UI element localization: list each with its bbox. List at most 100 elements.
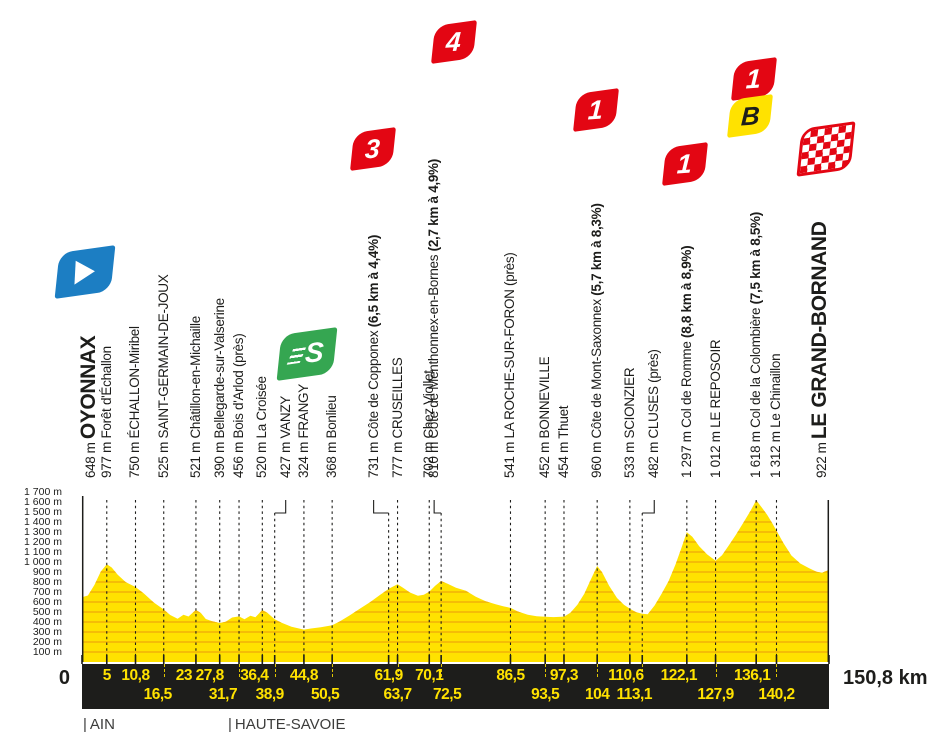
waypoint-elevation: 977 m: [98, 438, 114, 478]
waypoint-elevation: 810 m: [426, 438, 442, 478]
bar-dash-leader: [545, 664, 547, 677]
waypoint-label: 390 m Bellegarde-sur-Valserine: [212, 298, 227, 478]
waypoint-name: La Croisée: [254, 376, 270, 439]
km-marker: 44,8: [289, 667, 319, 684]
waypoint-name: FRANGY: [295, 384, 311, 439]
climb-stats: (6,5 km à 4,4%): [365, 234, 381, 328]
km-marker: 38,9: [255, 686, 285, 703]
elevation-tick-label: 1 500 m: [24, 505, 62, 518]
waypoint-label: 541 m LA ROCHE-SUR-FORON (près): [502, 252, 518, 478]
waypoint-name: Côte de Mont-Saxonnex: [589, 295, 605, 439]
elevation-tick-label: 300 m: [32, 625, 62, 638]
waypoint-name: VANZY: [277, 396, 293, 439]
waypoint-name: ÉCHALLON-Miribel: [127, 326, 143, 439]
km-marker: 31,7: [208, 686, 238, 703]
km-marker: 27,8: [195, 667, 225, 684]
elevation-tick-label: 400 m: [32, 615, 62, 628]
sprint-letter: S: [304, 336, 325, 369]
waypoint-label: 1 012 m LE REPOSOIR: [708, 340, 723, 478]
climb-stats: (7,5 km à 8,5%): [748, 212, 764, 305]
waypoint-elevation: 731 m: [365, 438, 381, 478]
waypoint-name: CRUSEILLES: [389, 357, 405, 439]
waypoint-label: 1 618 m Col de la Colombière (7,5 km à 8…: [748, 212, 764, 478]
elevation-tick-label: 1 700 m: [24, 485, 62, 498]
waypoint-name: Côte de Copponex: [365, 327, 381, 439]
waypoint-elevation: 525 m: [155, 438, 171, 478]
waypoint-elbow-connector: [433, 500, 442, 514]
waypoint-name: Bonlieu: [324, 395, 340, 439]
km-marker: 63,7: [383, 686, 412, 703]
waypoint-name: Col de la Colombière: [748, 304, 764, 428]
waypoint-name: Châtillon-en-Michaille: [187, 316, 203, 439]
climb-stats: (2,7 km à 4,9%): [426, 159, 442, 252]
km-marker: 110,6: [608, 667, 644, 684]
start-triangle-icon: [74, 259, 96, 285]
waypoint-elevation: 456 m: [231, 438, 247, 478]
bar-dash-leader: [597, 664, 599, 677]
waypoint-label: 648 m OYONNAX: [77, 336, 102, 478]
waypoint-label: 977 m Forêt d'Échallon: [98, 346, 114, 478]
elevation-tick-label: 1 300 m: [24, 525, 62, 538]
waypoint-elevation: 1 312 m: [768, 427, 784, 478]
waypoint-label: 922 m LE GRAND-BORNAND: [808, 222, 833, 478]
km-marker: 86,5: [496, 667, 525, 684]
km-marker: 122,1: [660, 667, 698, 684]
waypoint-label: 520 m La Croisée: [254, 376, 270, 478]
km-marker: 140,2: [758, 686, 795, 703]
km-marker: 61,9: [374, 667, 404, 684]
elevation-tick-label: 1 400 m: [24, 515, 62, 528]
waypoint-label: 324 m FRANGY: [295, 384, 311, 478]
elevation-area: [82, 500, 829, 662]
waypoint-elbow-connector: [274, 500, 287, 514]
badge-label: 1: [676, 148, 694, 179]
waypoint-label: 482 m CLUSES (près): [646, 349, 661, 478]
waypoint-elevation: 922 m: [813, 439, 829, 478]
waypoint-label: 368 m Bonlieu: [324, 395, 340, 478]
waypoint-elbow-connector: [642, 500, 655, 514]
waypoint-label: 960 m Côte de Mont-Saxonnex (5,7 km à 8,…: [589, 203, 605, 478]
waypoint-label: 1 297 m Col de Romme (8,8 km à 8,9%): [678, 245, 694, 478]
bar-dash-leader: [332, 664, 334, 677]
waypoint-label: 427 m VANZY: [277, 396, 293, 478]
waypoint-elevation: 427 m: [277, 438, 293, 478]
waypoint-elevation: 368 m: [324, 438, 340, 478]
waypoint-name: BONNEVILLE: [537, 356, 553, 439]
waypoint-elevation: 520 m: [254, 438, 270, 478]
elevation-tick-label: 900 m: [32, 565, 62, 578]
waypoint-elevation: 533 m: [621, 438, 637, 478]
waypoint-elevation: 324 m: [295, 438, 311, 478]
waypoint-name: LA ROCHE-SUR-FORON (près): [502, 252, 518, 439]
badge-label: 1: [587, 94, 605, 125]
elevation-tick-label: 1 100 m: [24, 545, 62, 558]
sprint-speed-lines-icon: [286, 346, 307, 365]
waypoint-name: OYONNAX: [76, 335, 100, 440]
waypoint-label: 750 m ÉCHALLON-Miribel: [127, 326, 143, 478]
waypoint-elevation: 960 m: [589, 438, 605, 478]
km-marker: 10,8: [121, 667, 150, 684]
waypoint-name: Forêt d'Échallon: [98, 346, 114, 439]
waypoint-elevation: 1 618 m: [748, 427, 764, 478]
department-boundary-mark: |: [83, 716, 87, 733]
bar-dash-leader: [715, 664, 717, 677]
elevation-tick-label: 500 m: [32, 605, 62, 618]
km-marker: 70,1: [415, 667, 444, 684]
climb-stats: (8,8 km à 8,9%): [678, 245, 694, 338]
waypoint-elevation: 454 m: [555, 438, 571, 478]
waypoint-label: 454 m Thuet: [555, 406, 571, 478]
waypoint-name: Col de Romme: [678, 337, 694, 428]
km-marker: 50,5: [311, 686, 340, 703]
km-marker: 5: [102, 667, 112, 684]
elevation-tick-label: 700 m: [32, 585, 62, 598]
waypoint-label: 810 m Côte de Menthonnex-en-Bornes (2,7 …: [426, 159, 442, 478]
distance-bar: 5 10,8 16,5 23 27,8 31,7 36,4 38,9 44,8 50,5 61,9 6…: [82, 664, 829, 709]
waypoint-name: Bois d'Arlod (près): [231, 333, 247, 439]
waypoint-name: Côte de Menthonnex-en-Bornes: [426, 251, 442, 439]
waypoint-elevation: 750 m: [127, 438, 143, 478]
bar-dash-leader: [239, 664, 241, 677]
km-marker: 36,4: [240, 667, 269, 684]
km-marker: 104: [584, 686, 610, 703]
badge-label: 4: [445, 26, 463, 57]
elevation-tick-label: 100 m: [32, 645, 62, 658]
waypoint-label: 456 m Bois d'Arlod (près): [231, 333, 247, 478]
